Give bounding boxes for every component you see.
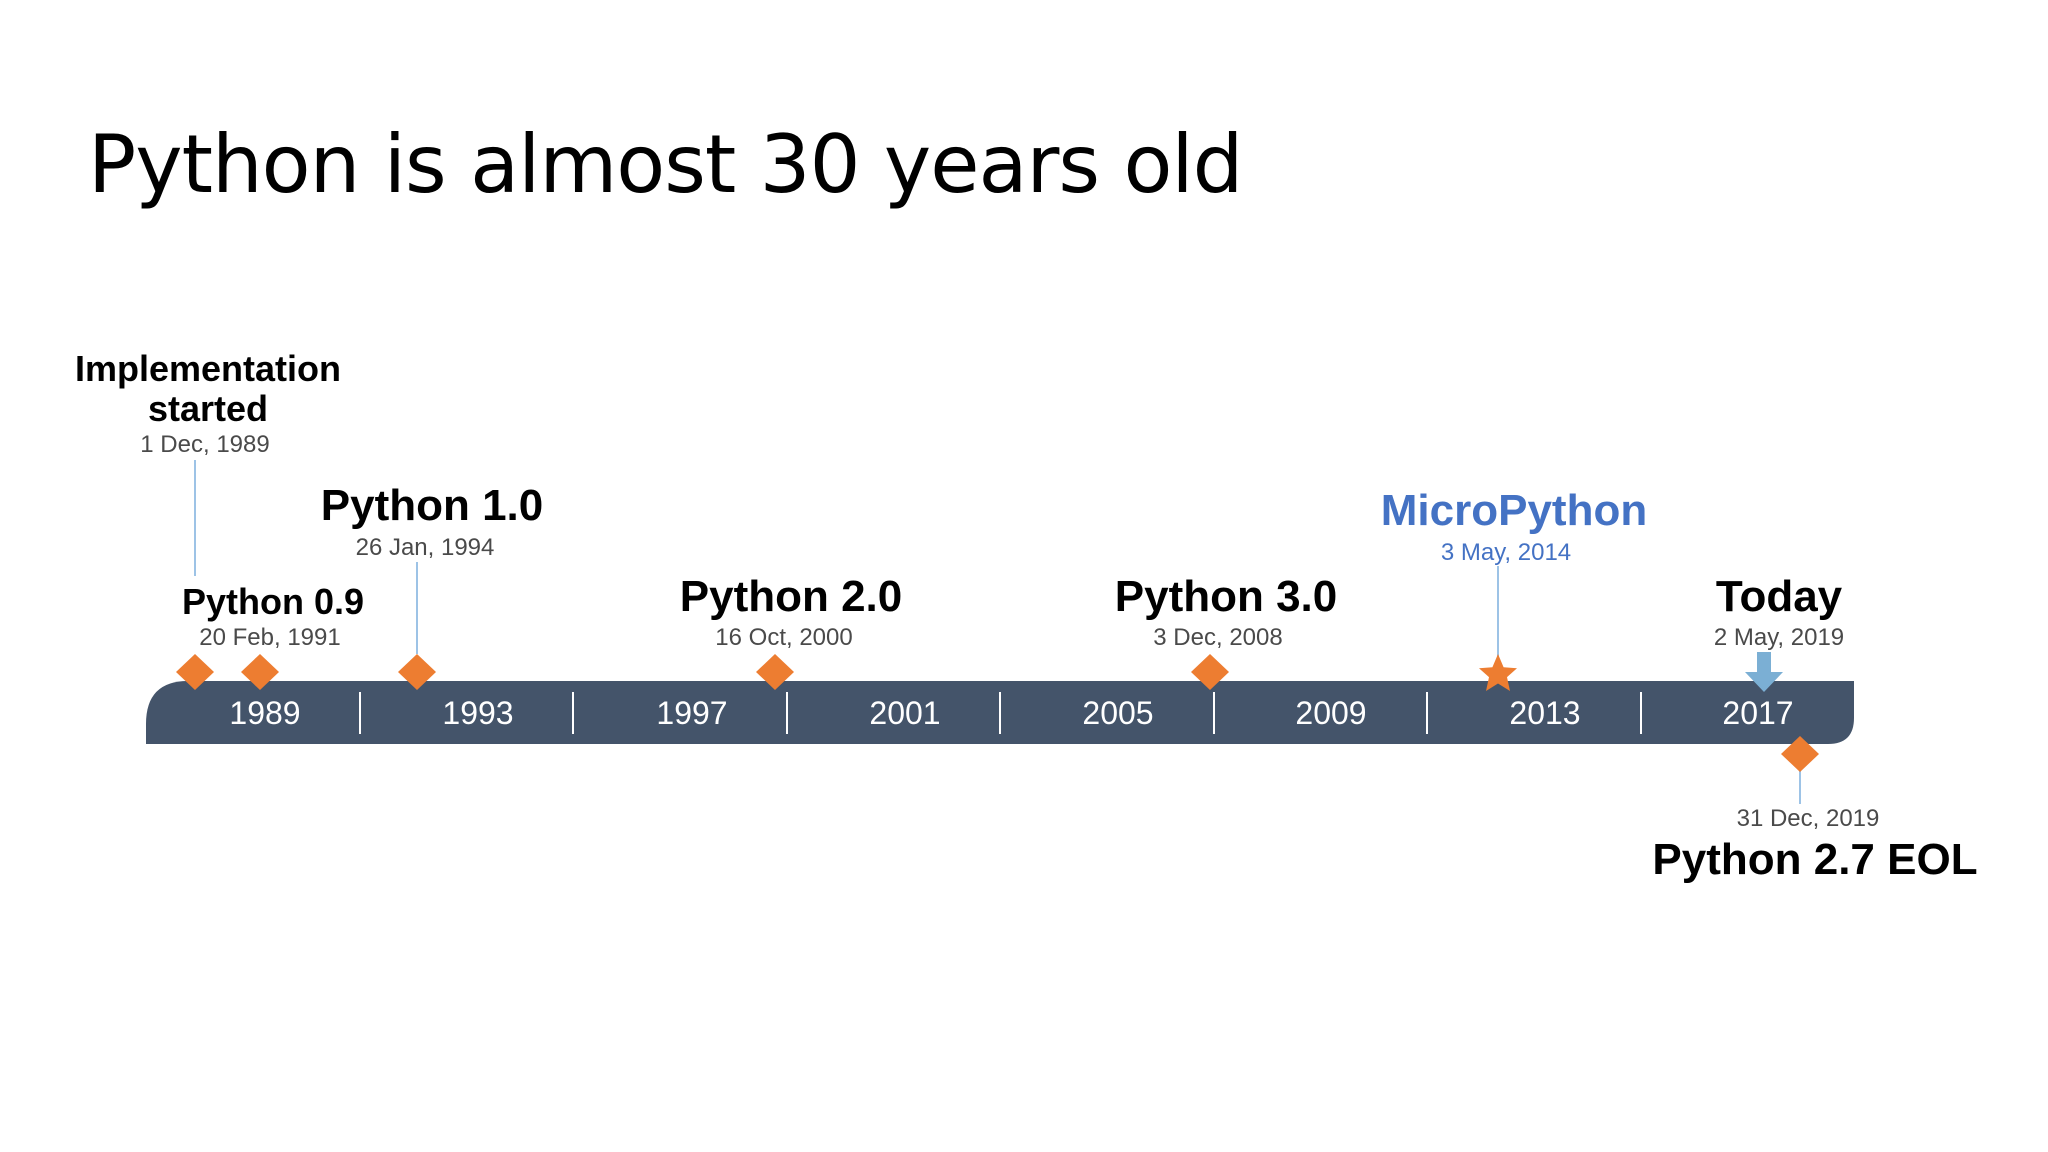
event-date: 31 Dec, 2019: [1737, 805, 1880, 832]
event-title-line2: started: [148, 388, 268, 429]
event-title: Python 3.0: [1115, 572, 1338, 621]
event-date: 3 May, 2014: [1441, 539, 1571, 566]
event-implementation-started: Implementation started 1 Dec, 1989: [75, 348, 341, 690]
event-python-3-0: Python 3.0 3 Dec, 2008: [1115, 572, 1338, 690]
year-label-2017: 2017: [1722, 695, 1793, 731]
event-date: 3 Dec, 2008: [1153, 624, 1282, 651]
year-label-2013: 2013: [1509, 695, 1580, 731]
event-title: Today: [1716, 572, 1843, 621]
event-title: Python 0.9: [182, 581, 364, 622]
event-today: Today 2 May, 2019: [1714, 572, 1844, 692]
connector-lines: [194, 460, 1801, 804]
star-marker: [1479, 654, 1517, 691]
event-title: Python 2.7 EOL: [1652, 835, 1977, 884]
diamond-marker: [1191, 654, 1229, 690]
diamond-marker: [176, 654, 214, 690]
diamond-marker: [1781, 736, 1819, 772]
event-python-2-7-eol: 31 Dec, 2019 Python 2.7 EOL: [1652, 736, 1978, 884]
event-date: 1 Dec, 1989: [140, 431, 269, 458]
event-python-0-9: Python 0.9 20 Feb, 1991: [182, 581, 364, 690]
year-label-2001: 2001: [869, 695, 940, 731]
diamond-marker: [756, 654, 794, 690]
diamond-marker: [398, 654, 436, 690]
event-title: Python 1.0: [321, 481, 544, 530]
year-dividers: [359, 692, 1642, 734]
event-title: Implementation: [75, 348, 341, 389]
event-micropython: MicroPython 3 May, 2014: [1381, 486, 1647, 691]
year-label-1993: 1993: [442, 695, 513, 731]
year-label-2005: 2005: [1082, 695, 1153, 731]
event-python-2-0: Python 2.0 16 Oct, 2000: [680, 572, 903, 690]
event-title: Python 2.0: [680, 572, 903, 621]
diamond-marker: [241, 654, 279, 690]
event-date: 20 Feb, 1991: [199, 624, 340, 651]
year-label-1989: 1989: [229, 695, 300, 731]
event-date: 16 Oct, 2000: [715, 624, 852, 651]
event-python-1-0: Python 1.0 26 Jan, 1994: [321, 481, 544, 690]
event-date: 26 Jan, 1994: [356, 534, 495, 561]
event-date: 2 May, 2019: [1714, 624, 1844, 651]
arrow-down-icon: [1745, 652, 1783, 692]
year-label-2009: 2009: [1295, 695, 1366, 731]
event-title: MicroPython: [1381, 486, 1647, 535]
year-label-1997: 1997: [656, 695, 727, 731]
slide-title: Python is almost 30 years old: [88, 118, 1243, 211]
